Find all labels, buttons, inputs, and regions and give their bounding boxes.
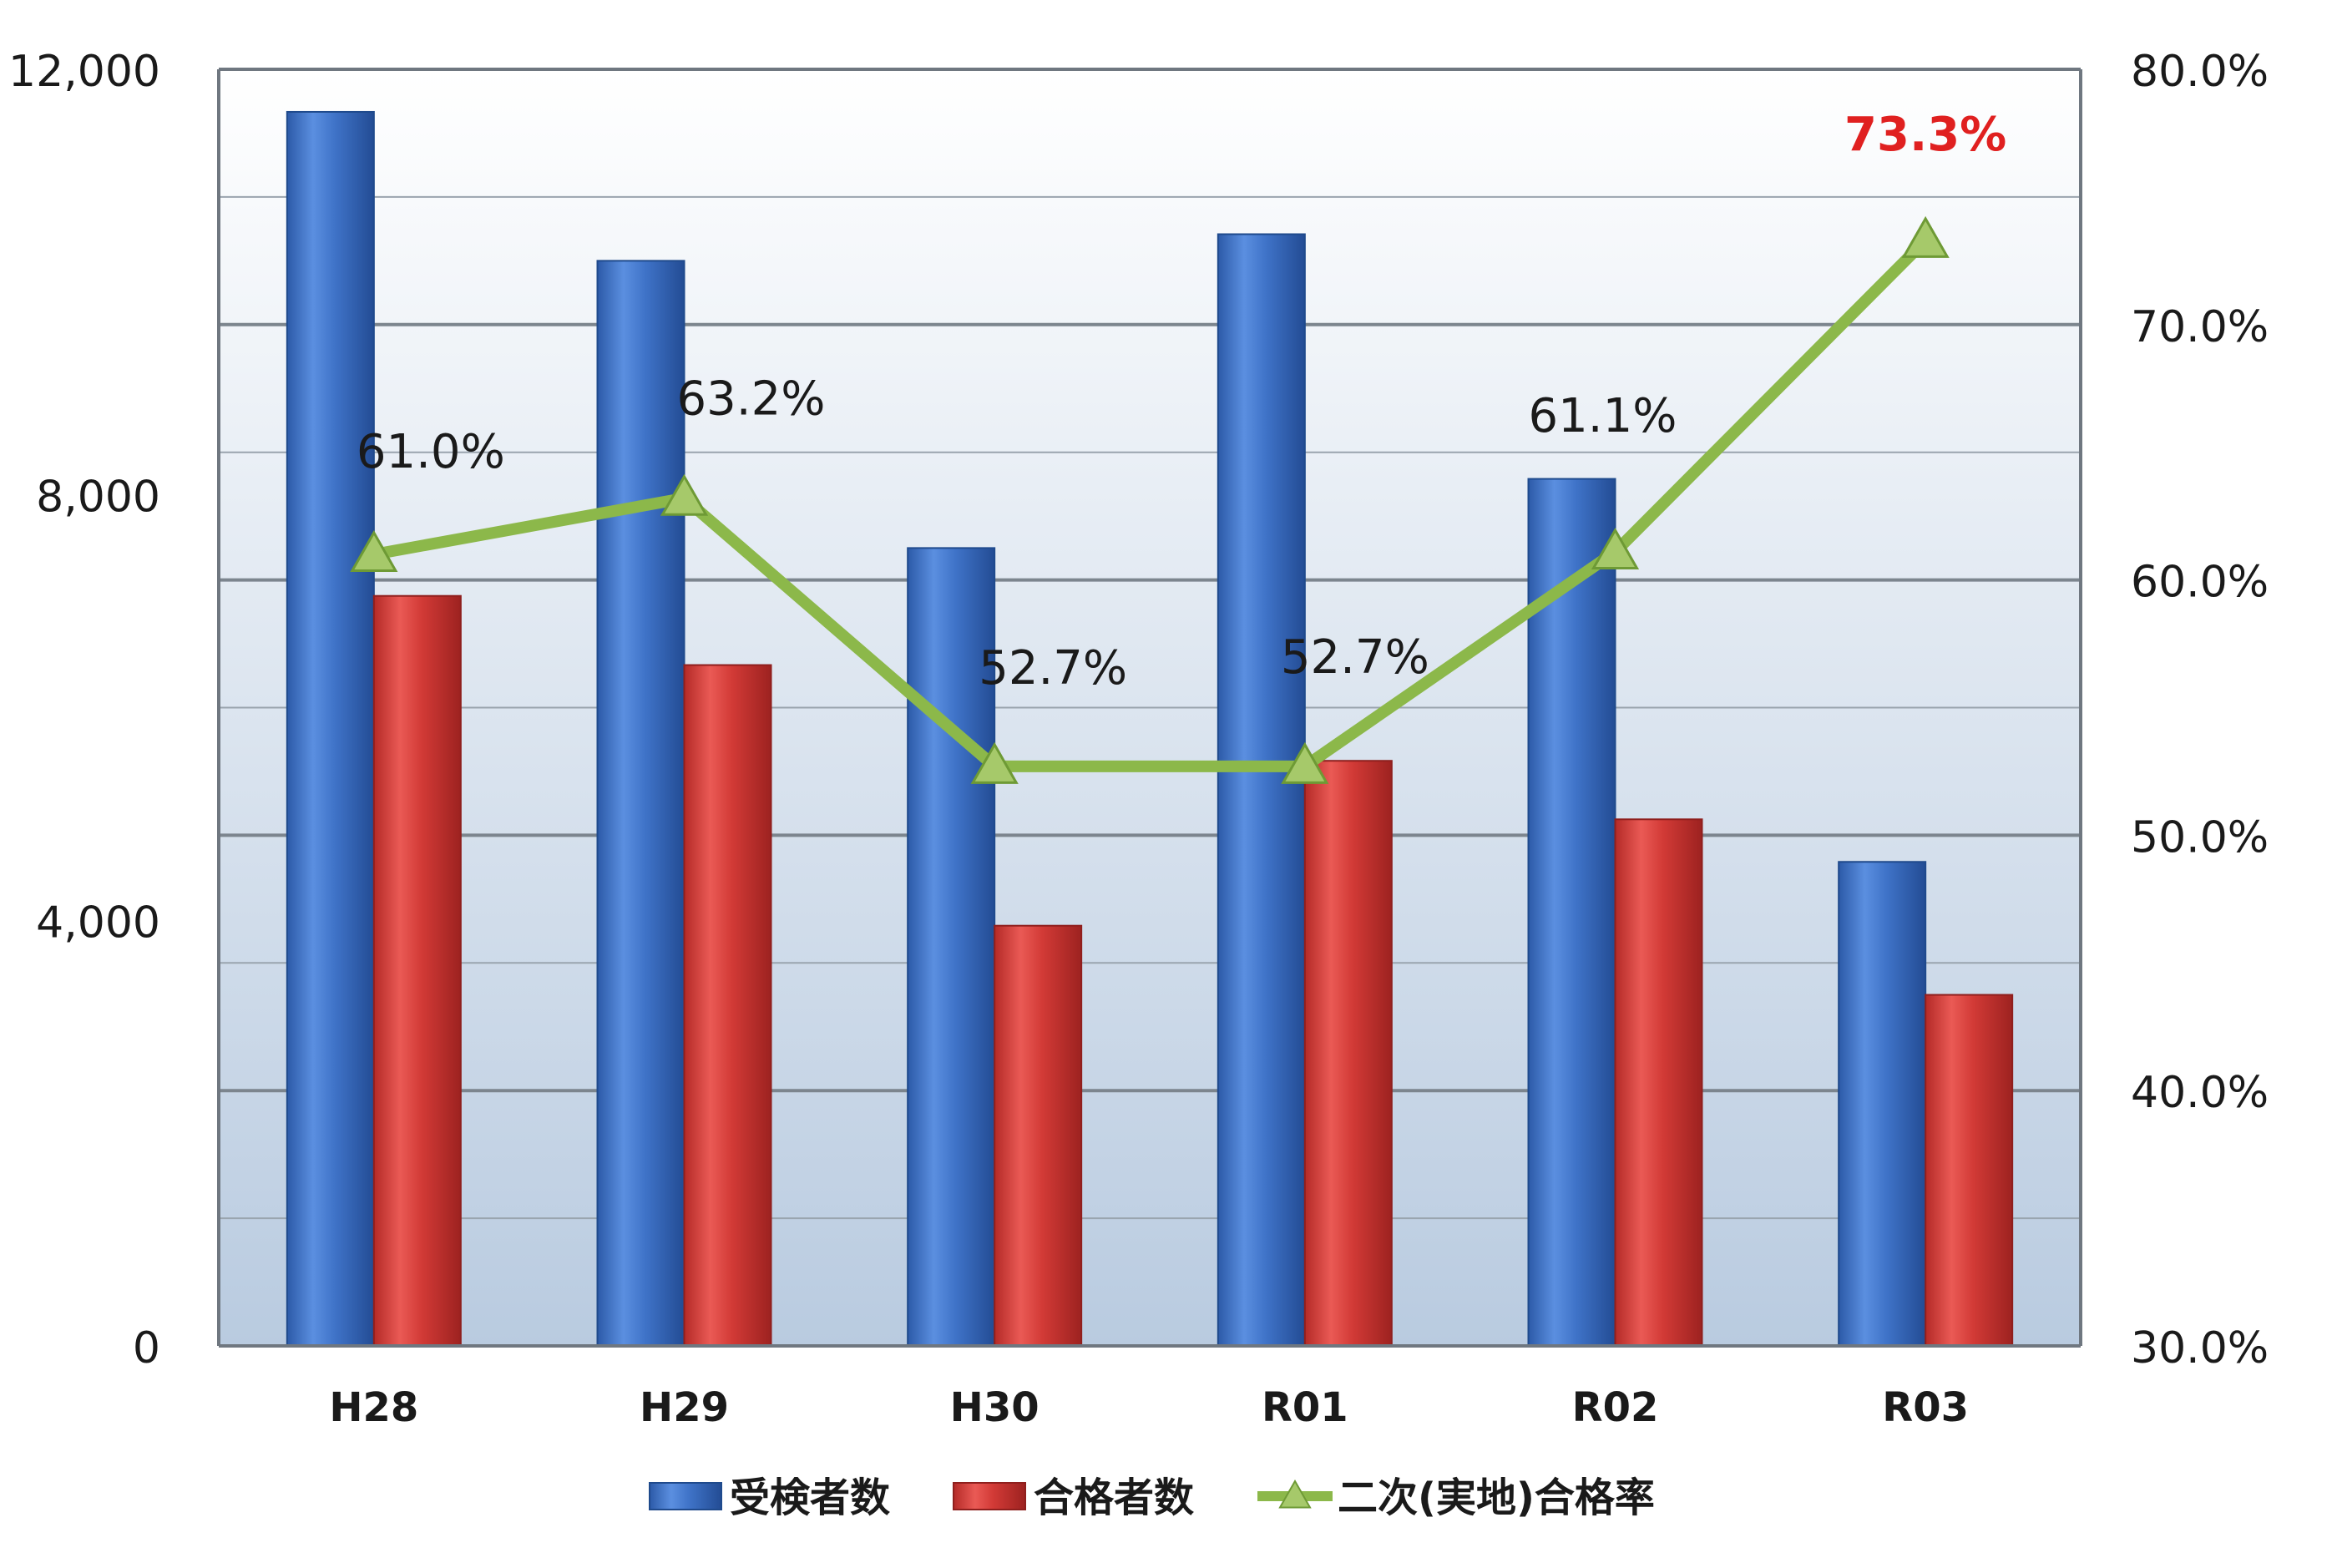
bar-passers-R03	[1925, 994, 2014, 1348]
pass-rate-marker-H30	[970, 741, 1019, 784]
data-labels: 61.0% 63.2% 52.7% 52.7% 61.1% 73.3%	[357, 108, 2006, 695]
pass-rate-label-R01: 52.7%	[1281, 630, 1429, 685]
y-right-tick-label: 60.0%	[2131, 558, 2269, 608]
bar-passers-H30	[994, 924, 1083, 1348]
bar-examinees-H28	[286, 110, 375, 1347]
pass-rate-label-H28: 61.0%	[357, 425, 505, 479]
y-left-tick-label: 4,000	[36, 898, 160, 948]
legend: 受検者数 合格者数 二次(実地)合格率	[649, 1474, 1655, 1521]
y-left-tick-label: 12,000	[8, 47, 160, 97]
x-tick-label-R02: R02	[1572, 1384, 1659, 1431]
x-tick-label-H28: H28	[329, 1384, 418, 1431]
legend-swatch-passers	[953, 1482, 1026, 1510]
y-right-tick-label: 70.0%	[2131, 302, 2269, 352]
legend-label-1: 合格者数	[1034, 1474, 1194, 1521]
pass-rate-label-R03: 73.3%	[1844, 108, 2006, 162]
gridlines	[219, 195, 2081, 1220]
legend-swatch-examinees	[649, 1482, 722, 1510]
y-left-tick-label: 0	[133, 1323, 160, 1373]
y-left-tick-label: 8,000	[36, 473, 160, 523]
y-right-tick-label: 40.0%	[2131, 1068, 2269, 1118]
pass-rate-marker-H29	[660, 473, 709, 516]
bar-examinees-R01	[1217, 233, 1306, 1347]
bar-examinees-H29	[596, 260, 685, 1348]
rate-line	[350, 215, 1950, 784]
legend-label-2: 二次(実地)合格率	[1338, 1474, 1655, 1521]
bar-passers-R01	[1303, 760, 1393, 1347]
bars	[286, 110, 2014, 1348]
bar-examinees-R02	[1527, 478, 1616, 1347]
pass-rate-label-R02: 61.1%	[1529, 389, 1677, 443]
axes: 0 4,000 8,000 12,000 30.0% 40.0% 50.0% 60.0% 70.…	[8, 47, 2269, 1431]
pass-rate-marker-R01	[1281, 741, 1329, 784]
pass-rate-line	[372, 235, 1930, 772]
pass-rate-marker-H28	[350, 529, 398, 573]
x-tick-label-H30: H30	[950, 1384, 1040, 1431]
bar-passers-H28	[372, 594, 462, 1347]
x-tick-label-R03: R03	[1882, 1384, 1969, 1431]
legend-label-0: 受検者数	[730, 1474, 890, 1521]
legend-swatch-pass-rate-marker	[1278, 1479, 1312, 1509]
pass-rate-label-H30: 52.7%	[979, 641, 1127, 695]
pass-rate-marker-R02	[1591, 527, 1640, 569]
y-right-tick-label: 80.0%	[2131, 47, 2269, 97]
y-right-tick-label: 30.0%	[2131, 1323, 2269, 1373]
x-tick-label-R01: R01	[1262, 1384, 1348, 1431]
x-tick-label-H29: H29	[640, 1384, 729, 1431]
bar-passers-H29	[683, 664, 772, 1347]
pass-rate-label-H29: 63.2%	[677, 372, 826, 427]
pass-rate-marker-R03	[1901, 215, 1950, 258]
bar-passers-R02	[1614, 818, 1703, 1347]
y-right-tick-label: 50.0%	[2131, 812, 2269, 862]
bar-examinees-R03	[1838, 861, 1927, 1347]
